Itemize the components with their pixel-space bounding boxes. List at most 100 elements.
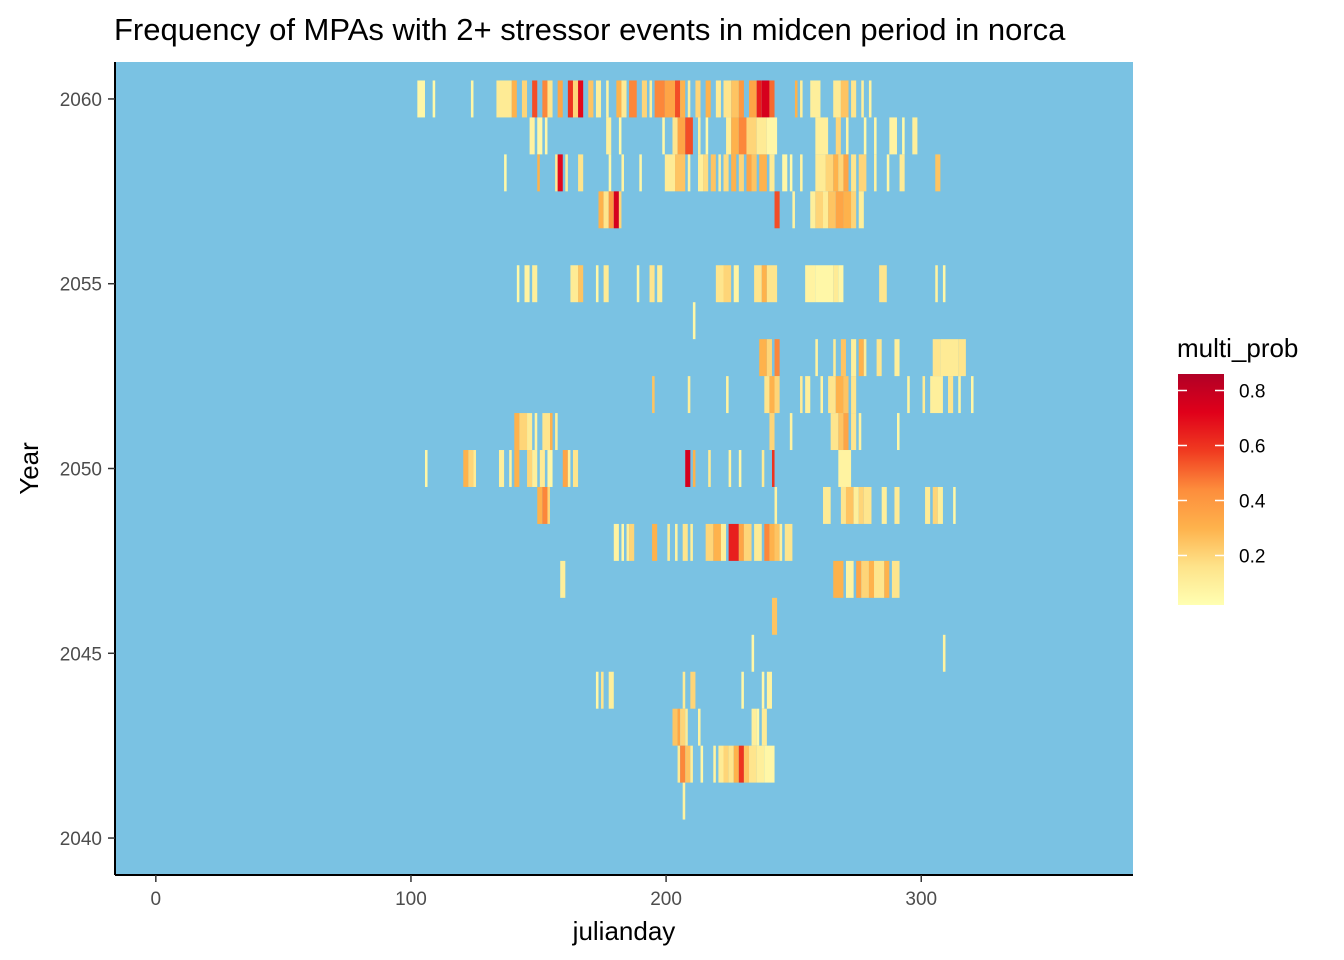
heatmap-cell (741, 671, 744, 709)
heatmap-cell (948, 376, 954, 414)
heatmap-cell (858, 339, 864, 377)
heatmap-cell (751, 154, 757, 192)
heatmap-cell (516, 265, 520, 303)
heatmap-cell (835, 117, 841, 155)
heatmap-cell (519, 413, 528, 451)
heatmap-cell (498, 450, 505, 487)
heatmap-cell (572, 80, 579, 118)
heatmap-cell (823, 191, 829, 229)
legend-title: multi_prob (1177, 333, 1299, 363)
heatmap-cell (603, 191, 609, 229)
heatmap-cell (843, 376, 849, 414)
heatmap-cell (708, 450, 711, 487)
heatmap-cell (417, 80, 425, 118)
heatmap-cell (851, 191, 857, 229)
heatmap-cell (690, 523, 693, 561)
heatmap-cell (578, 154, 584, 192)
heatmap-cell (557, 80, 563, 118)
heatmap-cell (695, 80, 701, 118)
heatmap-cell (728, 450, 732, 487)
heatmap-cell (761, 265, 767, 303)
heatmap-cell (537, 117, 543, 155)
heatmap-cell (529, 117, 535, 155)
heatmap-cell (868, 80, 872, 118)
legend-tick-label: 0.2 (1239, 547, 1265, 568)
heatmap-cell (537, 486, 543, 524)
heatmap-cell (884, 560, 890, 598)
heatmap-cell (902, 117, 905, 155)
heatmap-cell (756, 80, 762, 118)
heatmap-cell (823, 486, 831, 524)
heatmap-cell (738, 450, 742, 487)
heatmap-cell (756, 745, 765, 783)
heatmap-cell (713, 523, 721, 561)
heatmap-cell (731, 154, 737, 192)
heatmap-cell (667, 523, 670, 561)
heatmap-cell (874, 154, 877, 192)
heatmap-cell (539, 450, 545, 487)
heatmap-cell (925, 486, 931, 524)
y-tick-label: 2045 (60, 644, 102, 665)
heatmap-cell (690, 671, 696, 709)
heatmap-cell (432, 80, 436, 118)
heatmap-cell (825, 154, 834, 192)
heatmap-cell (560, 560, 566, 598)
heatmap-cell (555, 413, 558, 451)
heatmap-cell (532, 265, 538, 303)
heatmap-cell (588, 80, 594, 118)
heatmap-cell (764, 523, 770, 561)
heatmap-cell (731, 80, 739, 118)
heatmap-cell (769, 80, 775, 118)
heatmap-cell (649, 265, 655, 303)
heatmap-cell (912, 117, 918, 155)
heatmap-cell (743, 745, 750, 783)
heatmap-cell (629, 523, 635, 561)
heatmap-cell (863, 486, 872, 524)
heatmap-cell (830, 413, 839, 451)
heatmap-cell (761, 671, 765, 709)
heatmap-cell (738, 154, 744, 192)
heatmap-cell (922, 376, 926, 414)
heatmap-cell (843, 154, 849, 192)
heatmap-cell (835, 376, 844, 414)
heatmap-cell (774, 191, 780, 229)
heatmap-cell (784, 523, 793, 561)
heatmap-cell (613, 523, 619, 561)
heatmap-cell (578, 80, 584, 118)
heatmap-cell (820, 376, 824, 414)
heatmap-cell (800, 376, 803, 414)
heatmap-cell (718, 745, 724, 783)
heatmap-cell (815, 191, 823, 229)
heatmap-cell (751, 634, 755, 672)
heatmap-cell (970, 376, 974, 414)
heatmap-cell (639, 154, 642, 192)
heatmap-cell (567, 450, 571, 487)
heatmap-cell (524, 265, 530, 303)
heatmap-cell (881, 486, 887, 524)
heatmap-cell (595, 671, 599, 709)
heatmap-cell (675, 80, 681, 118)
heatmap-cell (894, 339, 900, 377)
heatmap-cell (621, 154, 624, 192)
heatmap-cell (759, 154, 767, 192)
heatmap-cell (800, 80, 803, 118)
heatmap-cell (544, 117, 548, 155)
heatmap-cell (527, 413, 533, 451)
heatmap-cell (779, 523, 783, 561)
heatmap-cell (828, 191, 836, 229)
heatmap-cell (838, 450, 852, 487)
heatmap-cell (682, 671, 686, 709)
heatmap-cell (626, 523, 630, 561)
heatmap-cell (598, 191, 604, 229)
heatmap-cell (756, 708, 760, 746)
heatmap-cell (572, 450, 579, 487)
heatmap-cell (514, 413, 520, 451)
heatmap-cell (940, 339, 959, 377)
heatmap-cell (595, 265, 599, 303)
heatmap-cell (723, 154, 729, 192)
heatmap-cell (726, 376, 729, 414)
heatmap-cell (700, 745, 704, 783)
heatmap-cell (930, 376, 943, 414)
heatmap-cell (958, 339, 966, 377)
heatmap-cell (851, 413, 857, 451)
